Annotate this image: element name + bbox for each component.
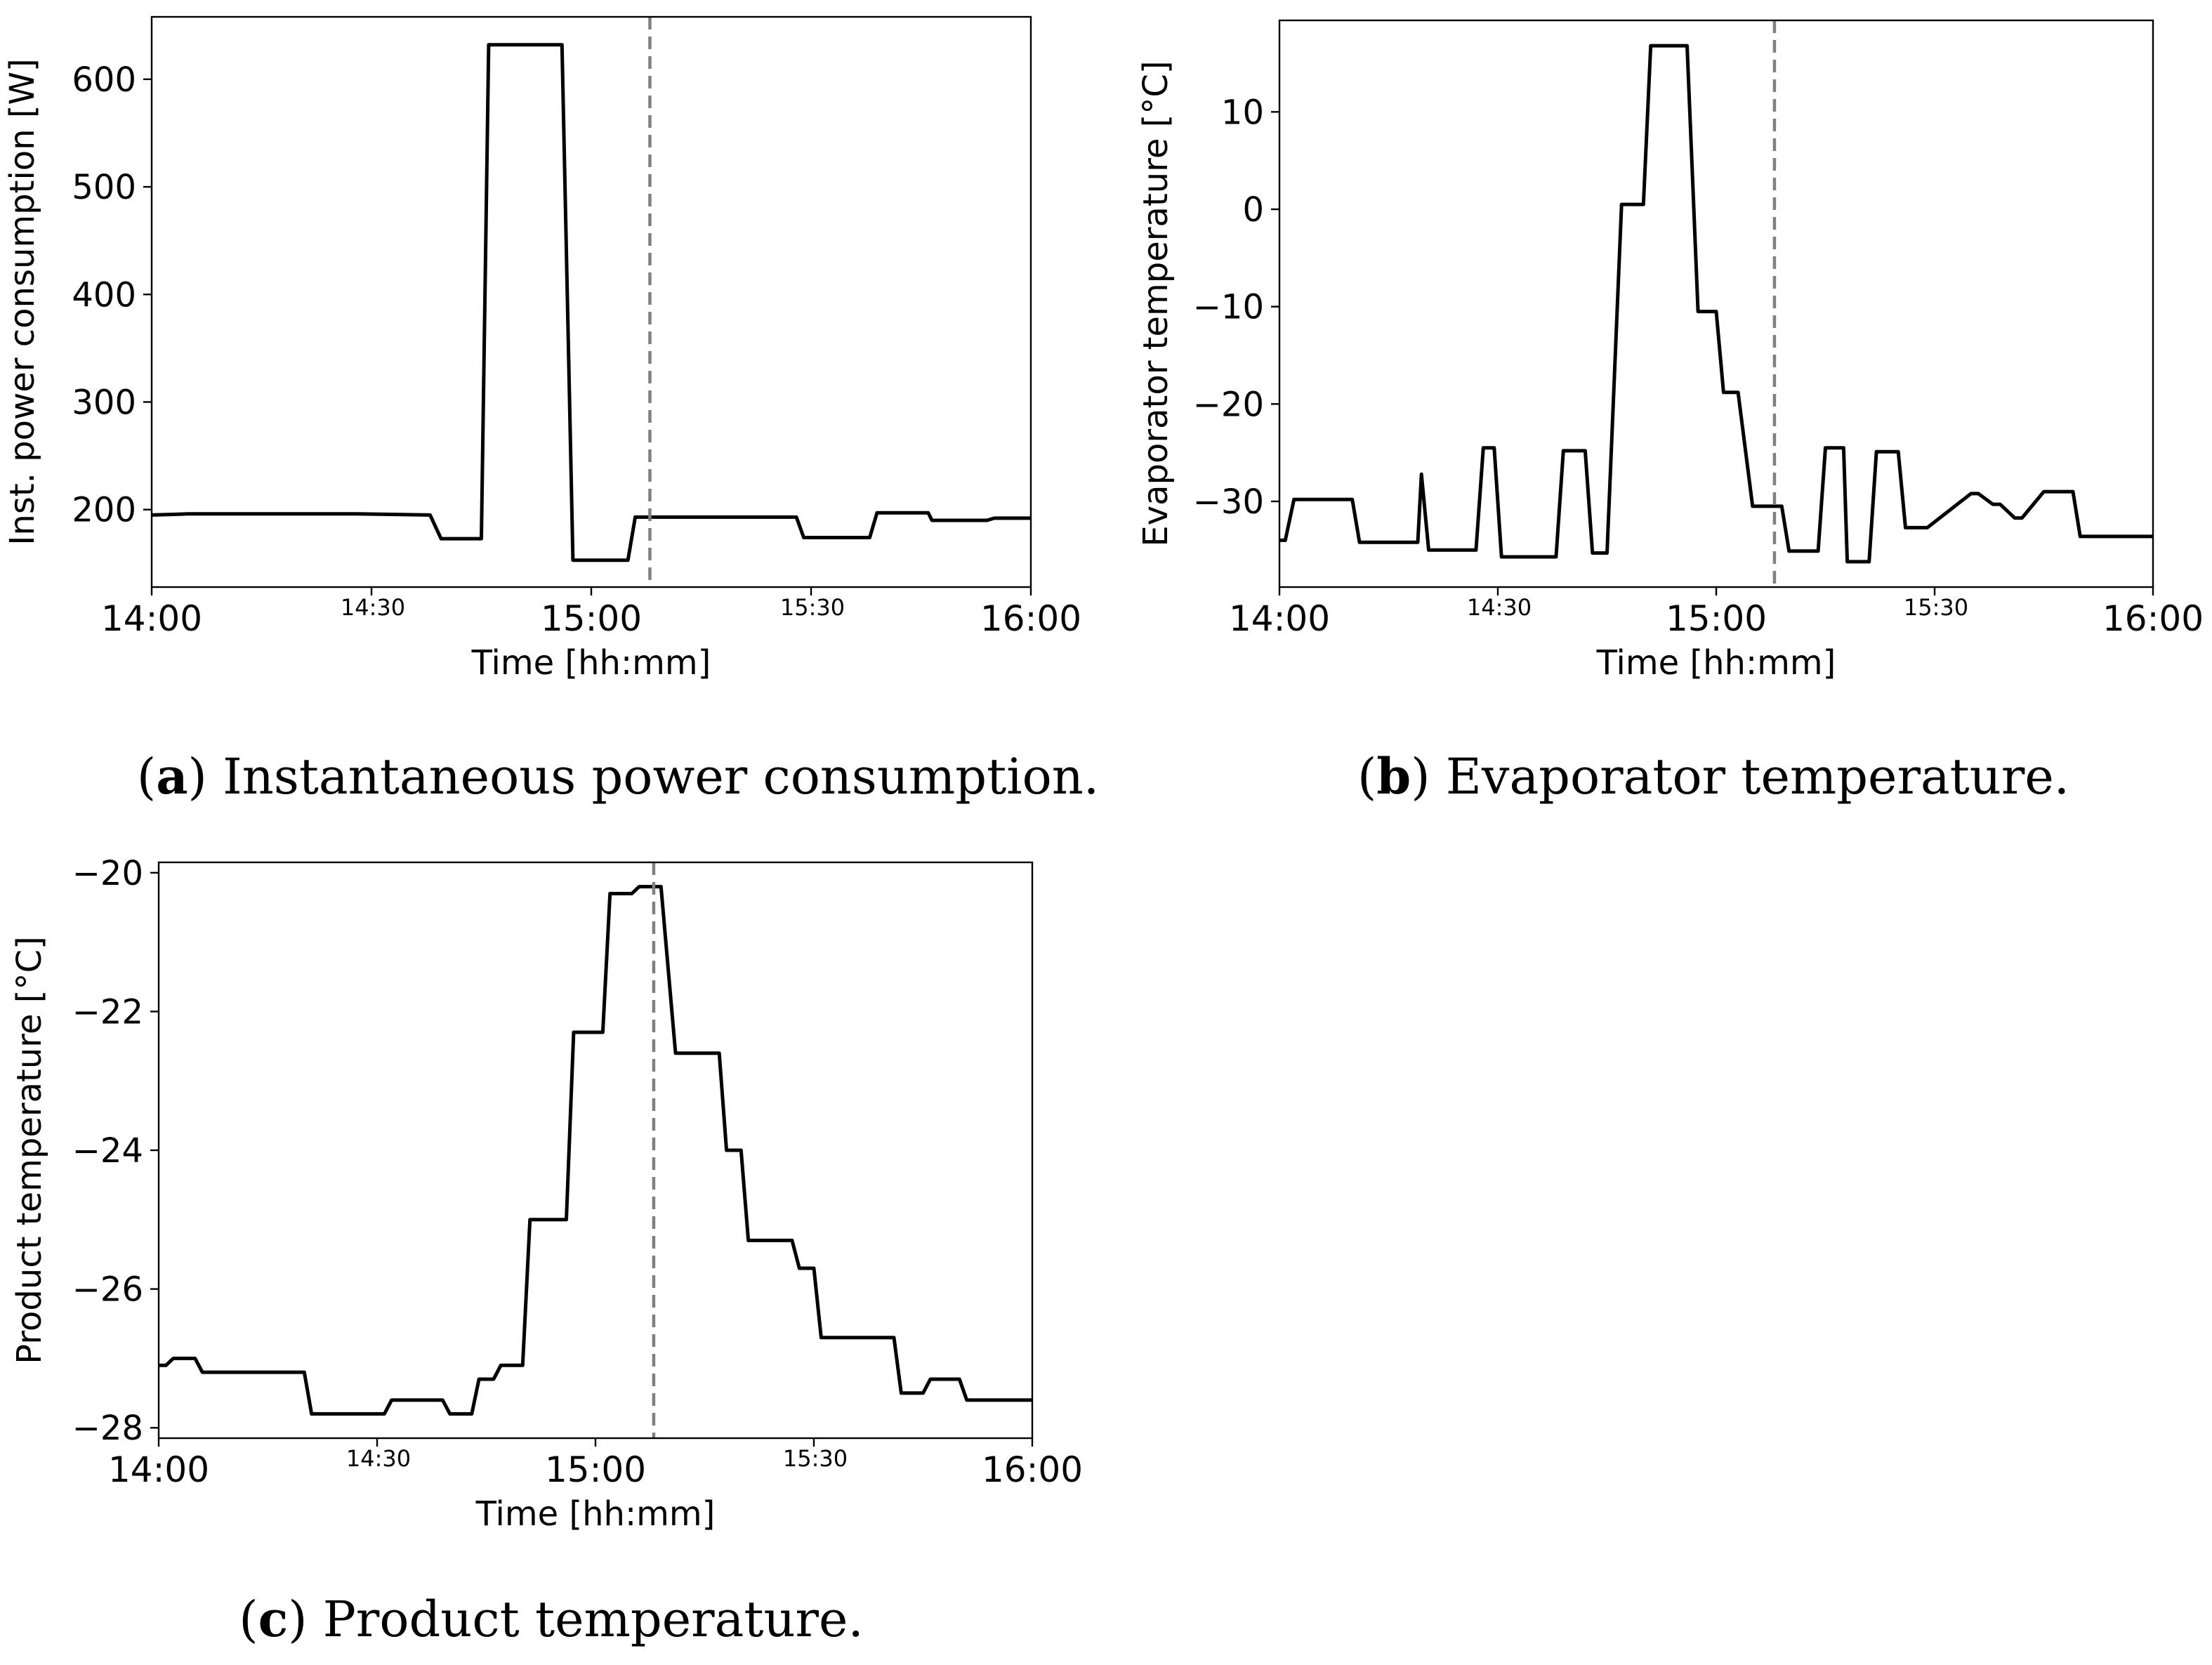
y-tick-label: 300 <box>72 383 136 422</box>
plot-frame <box>1278 19 2154 588</box>
caption-letter: a <box>156 747 187 805</box>
series-line <box>159 885 1032 1416</box>
caption-open-paren: ( <box>1357 748 1376 805</box>
y-tick-label: −30 <box>1193 482 1264 522</box>
x-tick-label: 15:00 <box>545 1449 646 1490</box>
x-tick-label: 16:00 <box>982 1449 1083 1490</box>
y-tick-label: −26 <box>72 1270 143 1310</box>
y-tick-label: 0 <box>1242 190 1264 230</box>
x-tick-label: 16:00 <box>980 598 1081 639</box>
caption-letter: c <box>258 1590 289 1648</box>
x-tick-label: 14:30 <box>1467 594 1532 621</box>
x-tick-label: 15:00 <box>1666 598 1767 639</box>
x-tick-label: 14:00 <box>1229 598 1330 639</box>
panel-caption: (a) Instantaneous power consumption. <box>137 747 1099 805</box>
y-tick-label: −22 <box>72 992 143 1032</box>
x-tick-label: 14:30 <box>346 1445 411 1472</box>
y-tick-label: −24 <box>72 1131 143 1171</box>
x-tick-label: 14:00 <box>108 1449 209 1490</box>
caption-close-paren: ) <box>188 748 223 805</box>
y-tick-label: 200 <box>72 491 136 530</box>
y-tick-label: 600 <box>72 60 136 100</box>
series-line <box>151 43 1031 562</box>
caption-text: Evaporator temperature. <box>1446 748 2069 805</box>
x-tick-label: 15:00 <box>541 598 642 639</box>
y-tick-label: −20 <box>1193 385 1264 424</box>
caption-close-paren: ) <box>1411 748 1446 805</box>
x-axis-label: Time [hh:mm] <box>475 1494 716 1534</box>
y-axis-label: Evaporator temperature [°C] <box>1136 60 1176 546</box>
plot-frame <box>150 15 1032 588</box>
caption-text: Instantaneous power consumption. <box>223 748 1099 805</box>
panel-caption: (b) Evaporator temperature. <box>1357 747 2069 805</box>
y-tick-label: −10 <box>1193 288 1264 327</box>
x-axis-label: Time [hh:mm] <box>471 643 711 683</box>
y-tick-label: −20 <box>72 854 143 893</box>
caption-open-paren: ( <box>137 748 156 805</box>
series-line <box>1279 44 2153 564</box>
x-tick-label: 16:00 <box>2102 598 2204 639</box>
caption-text: Product temperature. <box>323 1591 864 1648</box>
y-tick-label: 10 <box>1221 93 1264 132</box>
x-tick-label: 15:30 <box>783 1445 848 1472</box>
y-tick-label: −28 <box>72 1409 143 1448</box>
caption-open-paren: ( <box>239 1591 258 1648</box>
chart-panel-b: 14:00 14:30 15:00 15:30 16:00 −30 −20 −10 0 10 Tim… <box>1136 19 2204 805</box>
caption-letter: b <box>1376 747 1411 805</box>
panel-caption: (c) Product temperature. <box>239 1590 863 1648</box>
y-axis-label: Inst. power consumption [W] <box>3 58 42 546</box>
x-tick-label: 15:30 <box>1904 594 1968 621</box>
y-tick-label: 500 <box>72 168 136 207</box>
chart-panel-c: 14:00 14:30 15:00 15:30 16:00 −28 −26 −24 −22 −20… <box>10 854 1083 1648</box>
chart-panel-a: 14:00 14:30 15:00 15:30 16:00 200 300 400 500 600… <box>3 15 1099 805</box>
x-tick-label: 14:30 <box>341 594 405 621</box>
caption-close-paren: ) <box>288 1591 323 1648</box>
x-axis-label: Time [hh:mm] <box>1596 643 1836 683</box>
x-tick-label: 14:00 <box>101 598 202 639</box>
y-tick-label: 400 <box>72 275 136 315</box>
y-axis-label: Product temperature [°C] <box>10 936 49 1364</box>
plot-frame <box>157 861 1034 1440</box>
x-tick-label: 15:30 <box>780 594 845 621</box>
